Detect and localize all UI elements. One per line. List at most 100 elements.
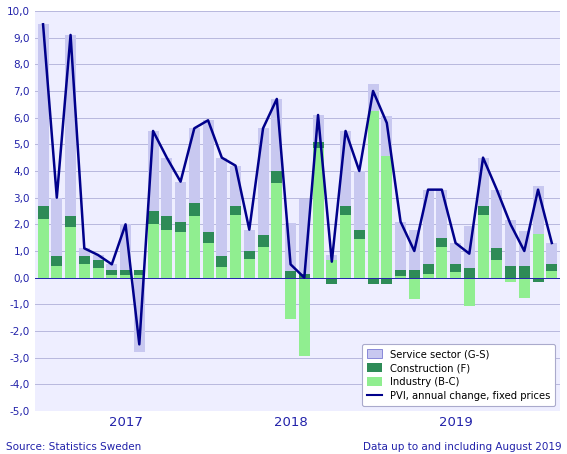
Bar bbox=[505, 278, 516, 281]
Bar bbox=[175, 232, 186, 278]
Bar bbox=[340, 215, 351, 278]
Bar bbox=[532, 234, 544, 278]
Bar bbox=[381, 156, 392, 278]
Bar bbox=[326, 278, 337, 284]
Bar bbox=[464, 226, 475, 268]
Bar bbox=[271, 171, 282, 183]
Bar bbox=[202, 243, 214, 278]
Bar bbox=[505, 220, 516, 266]
Text: Source: Statistics Sweden: Source: Statistics Sweden bbox=[6, 442, 141, 452]
Bar bbox=[120, 270, 131, 275]
Bar bbox=[354, 230, 365, 239]
Bar bbox=[312, 142, 324, 148]
Bar bbox=[106, 270, 117, 275]
Bar bbox=[422, 190, 434, 264]
Bar bbox=[202, 232, 214, 243]
Bar bbox=[147, 131, 159, 211]
Bar bbox=[189, 203, 200, 216]
Bar bbox=[79, 248, 90, 257]
Bar bbox=[216, 158, 227, 257]
Bar bbox=[395, 276, 406, 278]
Bar bbox=[547, 264, 557, 271]
Bar bbox=[367, 278, 379, 284]
Bar bbox=[147, 224, 159, 278]
Bar bbox=[189, 128, 200, 203]
Bar bbox=[464, 278, 475, 306]
Bar bbox=[381, 116, 392, 156]
Bar bbox=[244, 230, 255, 251]
Bar bbox=[285, 278, 296, 319]
Bar bbox=[257, 247, 269, 278]
Bar bbox=[175, 222, 186, 232]
Bar bbox=[285, 271, 296, 278]
Bar bbox=[450, 272, 461, 278]
Bar bbox=[230, 215, 241, 278]
Bar bbox=[422, 264, 434, 274]
Bar bbox=[37, 206, 49, 219]
Bar bbox=[409, 278, 420, 299]
Bar bbox=[395, 270, 406, 276]
Bar bbox=[161, 216, 172, 230]
Bar bbox=[436, 247, 447, 278]
Bar bbox=[299, 274, 310, 278]
Bar bbox=[299, 199, 310, 274]
Bar bbox=[532, 278, 544, 281]
Bar bbox=[202, 120, 214, 232]
Bar bbox=[326, 260, 337, 278]
Bar bbox=[216, 257, 227, 267]
Bar bbox=[519, 278, 530, 298]
Bar bbox=[106, 264, 117, 270]
Bar bbox=[340, 131, 351, 206]
Bar bbox=[51, 197, 62, 257]
Bar bbox=[312, 148, 324, 278]
Bar bbox=[326, 255, 337, 260]
Bar bbox=[120, 224, 131, 270]
Bar bbox=[147, 211, 159, 224]
Legend: Service sector (G-S), Construction (F), Industry (B-C), PVI, annual change, fixe: Service sector (G-S), Construction (F), … bbox=[362, 344, 555, 406]
Bar bbox=[477, 215, 489, 278]
Bar bbox=[436, 190, 447, 237]
Bar bbox=[65, 216, 76, 227]
Bar bbox=[519, 231, 530, 266]
Bar bbox=[395, 222, 406, 270]
Bar bbox=[79, 257, 90, 264]
Bar bbox=[464, 268, 475, 278]
Bar bbox=[65, 35, 76, 216]
Bar bbox=[37, 24, 49, 206]
Bar bbox=[134, 270, 145, 275]
Bar bbox=[492, 190, 502, 248]
Bar bbox=[79, 264, 90, 278]
Bar bbox=[37, 219, 49, 278]
Bar bbox=[134, 278, 145, 352]
Bar bbox=[312, 115, 324, 142]
Bar bbox=[271, 183, 282, 278]
Bar bbox=[244, 259, 255, 278]
Bar bbox=[285, 223, 296, 271]
Bar bbox=[519, 266, 530, 278]
Bar bbox=[340, 206, 351, 215]
Bar bbox=[175, 182, 186, 222]
Bar bbox=[106, 275, 117, 278]
Bar bbox=[492, 248, 502, 260]
Bar bbox=[477, 206, 489, 215]
Bar bbox=[271, 99, 282, 171]
Bar bbox=[367, 111, 379, 278]
Bar bbox=[477, 158, 489, 206]
Bar bbox=[92, 268, 104, 278]
Bar bbox=[244, 251, 255, 259]
Bar bbox=[492, 260, 502, 278]
Bar bbox=[532, 186, 544, 234]
Bar bbox=[547, 243, 557, 264]
Bar bbox=[230, 206, 241, 215]
Bar bbox=[257, 235, 269, 247]
Bar bbox=[367, 84, 379, 111]
Bar bbox=[299, 278, 310, 356]
Bar bbox=[161, 230, 172, 278]
Bar bbox=[354, 239, 365, 278]
Bar bbox=[216, 267, 227, 278]
Bar bbox=[505, 266, 516, 278]
Text: Data up to and including August 2019: Data up to and including August 2019 bbox=[363, 442, 561, 452]
Bar bbox=[51, 266, 62, 278]
Bar bbox=[161, 158, 172, 216]
Bar bbox=[409, 230, 420, 270]
